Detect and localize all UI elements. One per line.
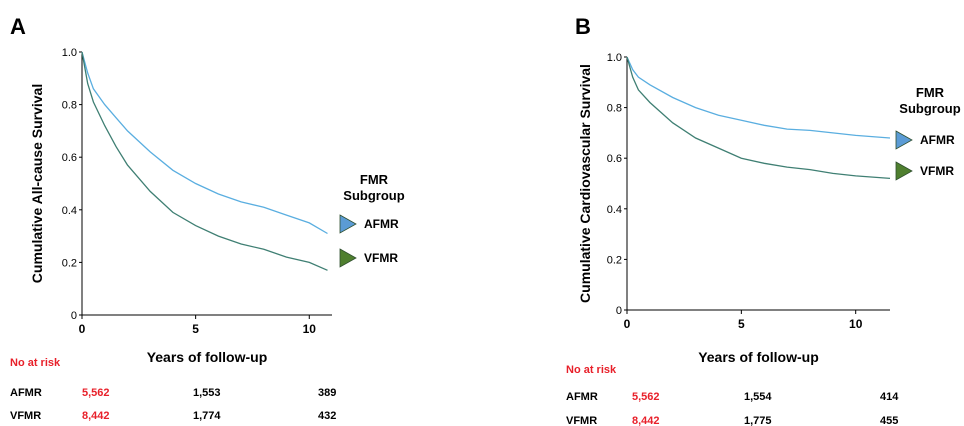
x-tick-label: 10	[303, 322, 317, 336]
legend-marker-vfmr	[339, 248, 357, 268]
y-tick-label: 0.6	[62, 152, 77, 164]
x-axis-title: Years of follow-up	[698, 349, 819, 365]
survival-curve-vfmr	[626, 56, 891, 180]
y-tick-label: 0.8	[607, 103, 622, 115]
at-risk-value: 5,562	[82, 387, 110, 399]
legend-label-vfmr: VFMR	[364, 251, 398, 265]
survival-curve-vfmr	[81, 51, 328, 271]
x-axis-title: Years of follow-up	[147, 349, 268, 365]
y-axis-title: Cumulative Cardiovascular Survival	[577, 64, 593, 303]
y-tick-label: 1.0	[607, 52, 622, 64]
legend-title: FMR	[916, 85, 945, 100]
at-risk-value: 389	[318, 387, 336, 399]
y-tick-label: 0.8	[62, 100, 77, 112]
legend-label-afmr: AFMR	[920, 133, 955, 147]
x-tick-label: 0	[624, 317, 631, 331]
at-risk-group-afmr: AFMR	[10, 387, 42, 399]
survival-chart-b: 0 0.2 0.4 0.6 0.8 1.0 0 5 10 Years of follow-up Cu…	[566, 52, 961, 426]
at-risk-value: 1,775	[744, 415, 772, 426]
legend-marker-afmr	[895, 130, 913, 150]
at-risk-value: 414	[880, 391, 899, 403]
at-risk-value: 5,562	[632, 391, 660, 403]
at-risk-title: No at risk	[10, 357, 61, 369]
y-tick-label: 0.6	[607, 153, 622, 165]
y-tick-label: 0	[616, 305, 622, 317]
legend-title: FMR	[360, 172, 389, 187]
y-tick-label: 0.2	[62, 257, 77, 269]
legend-title: Subgroup	[343, 188, 404, 203]
legend-label-afmr: AFMR	[364, 217, 399, 231]
survival-chart-a: 0 0.2 0.4 0.6 0.8 1.0 0 5 10 Years of follow-up Cu…	[10, 47, 405, 422]
panel-letter-a: A	[10, 14, 26, 39]
x-tick-label: 5	[192, 322, 199, 336]
y-axis-title: Cumulative All-cause Survival	[29, 84, 45, 283]
at-risk-title: No at risk	[566, 364, 617, 376]
panel-b: B 0 0.2 0.4 0.6 0.8 1.0 0 5 10 Years of follow-up…	[482, 0, 964, 426]
y-tick-label: 0	[71, 310, 77, 322]
at-risk-value: 1,774	[193, 410, 221, 422]
panel-a: A 0 0.2 0.4 0.6 0.8 1.0 0 5 10 Years of follow-up…	[10, 14, 405, 422]
x-tick-label: 0	[79, 322, 86, 336]
at-risk-value: 8,442	[82, 410, 110, 422]
legend-marker-afmr	[339, 214, 357, 234]
y-tick-label: 0.2	[607, 254, 622, 266]
y-tick-label: 1.0	[62, 47, 77, 59]
y-tick-label: 0.4	[607, 204, 622, 216]
at-risk-value: 455	[880, 415, 898, 426]
at-risk-value: 1,554	[744, 391, 772, 403]
x-tick-label: 5	[738, 317, 745, 331]
y-tick-label: 0.4	[62, 205, 77, 217]
legend-title: Subgroup	[899, 101, 960, 116]
at-risk-value: 432	[318, 410, 336, 422]
legend-label-vfmr: VFMR	[920, 164, 954, 178]
x-tick-label: 10	[849, 317, 863, 331]
panel-letter-b: B	[575, 14, 591, 39]
at-risk-group-vfmr: VFMR	[566, 415, 597, 426]
legend-marker-vfmr	[895, 161, 913, 181]
at-risk-group-afmr: AFMR	[566, 391, 598, 403]
survival-curve-afmr	[626, 56, 891, 139]
at-risk-value: 8,442	[632, 415, 660, 426]
at-risk-group-vfmr: VFMR	[10, 410, 41, 422]
at-risk-value: 1,553	[193, 387, 221, 399]
survival-curve-afmr	[81, 51, 328, 235]
